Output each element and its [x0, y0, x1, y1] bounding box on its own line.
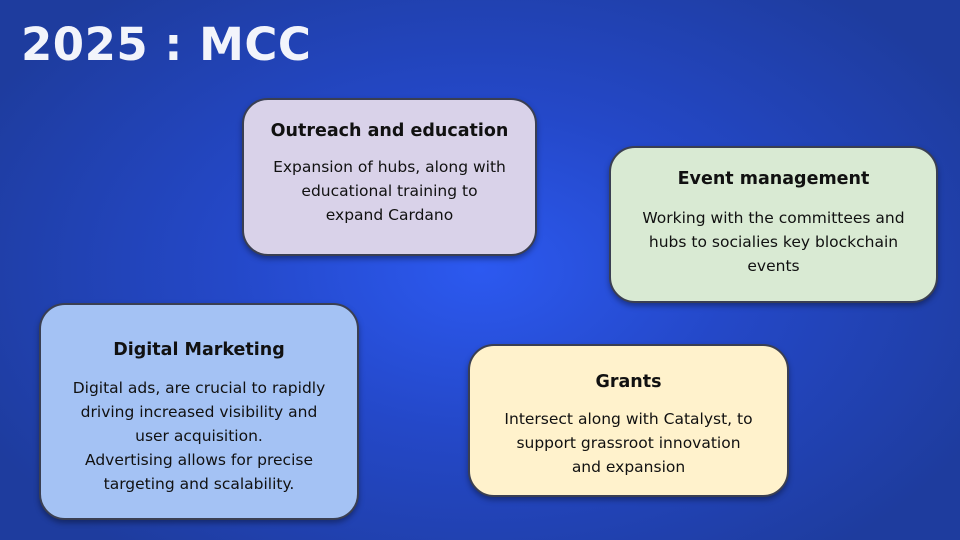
event-management-heading: Event management: [677, 169, 870, 189]
digital-marketing-body: Digital ads, are crucial to rapidly driv…: [72, 379, 326, 493]
outreach-card: Outreach and education Expansion of hubs…: [242, 98, 537, 256]
slide-title: 2025 : MCC: [21, 18, 312, 71]
digital-marketing-heading: Digital Marketing: [113, 340, 285, 360]
event-management-body: Working with the committees and hubs to …: [642, 209, 905, 275]
outreach-body: Expansion of hubs, along with educationa…: [273, 158, 506, 224]
event-management-card: Event management Working with the commit…: [609, 146, 938, 303]
outreach-heading: Outreach and education: [270, 121, 509, 141]
digital-marketing-card: Digital Marketing Digital ads, are cruci…: [39, 303, 359, 520]
grants-heading: Grants: [595, 372, 662, 392]
grants-body: Intersect along with Catalyst, to suppor…: [504, 410, 753, 476]
grants-card: Grants Intersect along with Catalyst, to…: [468, 344, 789, 497]
